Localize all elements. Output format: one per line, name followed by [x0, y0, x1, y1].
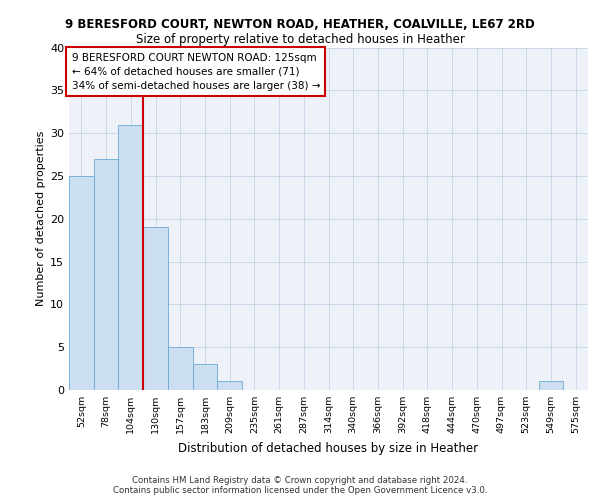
Bar [539, 382, 563, 390]
Bar [143, 228, 168, 390]
X-axis label: Distribution of detached houses by size in Heather: Distribution of detached houses by size … [178, 442, 479, 454]
Text: Size of property relative to detached houses in Heather: Size of property relative to detached ho… [136, 32, 464, 46]
Text: 9 BERESFORD COURT NEWTON ROAD: 125sqm
← 64% of detached houses are smaller (71)
: 9 BERESFORD COURT NEWTON ROAD: 125sqm ← … [71, 52, 320, 90]
Text: 9 BERESFORD COURT, NEWTON ROAD, HEATHER, COALVILLE, LE67 2RD: 9 BERESFORD COURT, NEWTON ROAD, HEATHER,… [65, 18, 535, 30]
Bar [168, 347, 193, 390]
Bar [118, 124, 143, 390]
Bar [193, 364, 217, 390]
Text: Contains public sector information licensed under the Open Government Licence v3: Contains public sector information licen… [113, 486, 487, 495]
Y-axis label: Number of detached properties: Number of detached properties [36, 131, 46, 306]
Bar [94, 159, 118, 390]
Bar [69, 176, 94, 390]
Text: Contains HM Land Registry data © Crown copyright and database right 2024.: Contains HM Land Registry data © Crown c… [132, 476, 468, 485]
Bar [217, 382, 242, 390]
